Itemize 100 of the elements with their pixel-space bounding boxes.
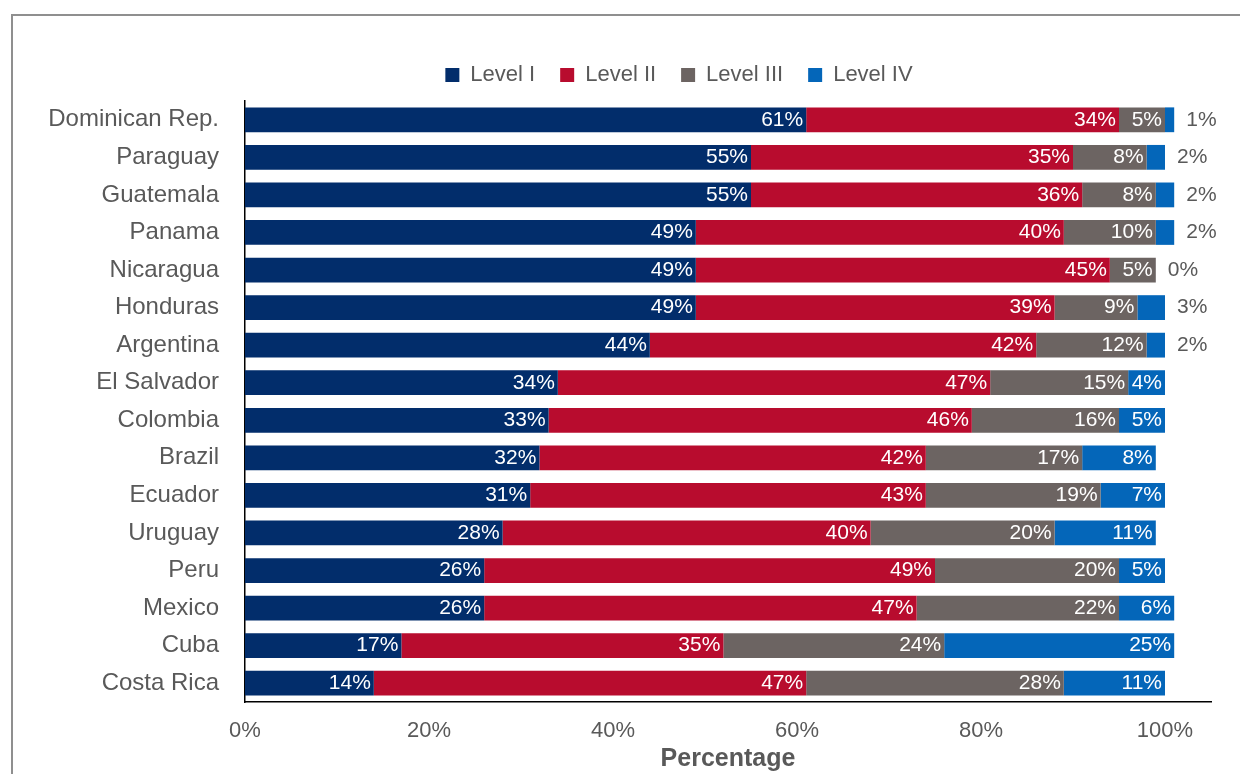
bar bbox=[695, 257, 1110, 283]
bar bbox=[751, 182, 1083, 208]
data-label: 35% bbox=[1027, 144, 1070, 168]
bar bbox=[557, 370, 991, 396]
data-label: 10% bbox=[1110, 219, 1153, 243]
data-label: 14% bbox=[328, 670, 371, 694]
data-label: 44% bbox=[604, 331, 647, 355]
bar bbox=[916, 595, 1119, 621]
data-label: 31% bbox=[485, 482, 528, 506]
data-label: 47% bbox=[871, 594, 914, 618]
data-label: 22% bbox=[1073, 594, 1116, 618]
data-label: 7% bbox=[1131, 482, 1162, 506]
y-tick-label: Ecuador bbox=[129, 480, 220, 508]
data-label: 19% bbox=[1055, 482, 1098, 506]
y-tick-label: Cuba bbox=[161, 630, 220, 658]
bar bbox=[751, 144, 1073, 170]
bar bbox=[530, 483, 926, 508]
bar bbox=[806, 670, 1064, 696]
data-label: 40% bbox=[825, 519, 868, 543]
y-tick-label: Costa Rica bbox=[101, 667, 220, 695]
data-label: 20% bbox=[1073, 557, 1116, 581]
data-label: 39% bbox=[1009, 294, 1052, 318]
bar bbox=[502, 520, 871, 546]
data-label: 5% bbox=[1131, 407, 1162, 431]
bar bbox=[484, 595, 917, 621]
y-tick-label: Colombia bbox=[117, 404, 220, 432]
data-label: 36% bbox=[1037, 181, 1080, 205]
data-label: 32% bbox=[494, 444, 537, 468]
bar bbox=[539, 445, 926, 471]
data-label: 26% bbox=[439, 557, 482, 581]
data-label: 6% bbox=[1140, 594, 1172, 618]
data-label: 2% bbox=[1186, 181, 1217, 205]
data-label: 28% bbox=[1018, 670, 1061, 694]
bar bbox=[401, 633, 724, 659]
data-label: 3% bbox=[1177, 294, 1208, 318]
data-label: 33% bbox=[503, 407, 546, 431]
y-tick-label: Guatemala bbox=[101, 179, 220, 207]
bar bbox=[245, 107, 807, 133]
bar bbox=[245, 407, 549, 433]
data-label: 24% bbox=[899, 632, 942, 656]
data-label: 35% bbox=[678, 632, 721, 656]
bar bbox=[925, 483, 1101, 508]
bar bbox=[245, 633, 402, 659]
x-tick-label: 100% bbox=[1136, 717, 1194, 743]
bar bbox=[695, 220, 1064, 245]
data-label: 9% bbox=[1104, 294, 1135, 318]
y-tick-label: Peru bbox=[168, 555, 219, 583]
x-tick-label: 80% bbox=[958, 717, 1004, 743]
y-tick-label: Dominican Rep. bbox=[48, 104, 219, 132]
data-label: 12% bbox=[1101, 331, 1144, 355]
bar bbox=[1155, 220, 1175, 245]
legend-label: Level III bbox=[706, 61, 784, 87]
data-label: 26% bbox=[439, 594, 482, 618]
bar bbox=[245, 445, 540, 471]
x-tick-label: 20% bbox=[406, 717, 452, 743]
y-tick-label: Honduras bbox=[114, 292, 219, 320]
bar bbox=[245, 483, 531, 508]
data-label: 46% bbox=[926, 407, 969, 431]
x-axis-title: Percentage bbox=[660, 742, 796, 771]
data-label: 16% bbox=[1073, 407, 1116, 431]
data-label: 25% bbox=[1129, 632, 1172, 656]
bar bbox=[245, 182, 751, 208]
data-label: 0% bbox=[1167, 256, 1199, 280]
bar bbox=[245, 670, 374, 696]
data-label: 5% bbox=[1131, 557, 1162, 581]
bar bbox=[649, 332, 1037, 358]
y-tick-label: El Salvador bbox=[96, 367, 219, 395]
bar bbox=[1155, 182, 1175, 208]
bar bbox=[245, 144, 751, 170]
bar bbox=[935, 558, 1119, 583]
bar bbox=[925, 445, 1083, 471]
bar bbox=[245, 332, 650, 358]
y-tick-label: Brazil bbox=[158, 442, 219, 470]
bar bbox=[971, 407, 1119, 433]
x-tick-label: 0% bbox=[229, 717, 261, 743]
y-tick-label: Mexico bbox=[142, 592, 219, 620]
y-tick-label: Nicaragua bbox=[109, 254, 220, 282]
data-label: 2% bbox=[1186, 219, 1217, 243]
data-label: 42% bbox=[880, 444, 923, 468]
y-tick-label: Uruguay bbox=[128, 517, 219, 545]
bar bbox=[1137, 295, 1165, 320]
data-label: 4% bbox=[1131, 369, 1162, 393]
bar bbox=[245, 520, 503, 546]
data-label: 49% bbox=[650, 219, 693, 243]
bar bbox=[806, 107, 1119, 133]
bar bbox=[1063, 670, 1165, 696]
data-label: 49% bbox=[650, 294, 693, 318]
data-label: 15% bbox=[1083, 369, 1126, 393]
data-label: 8% bbox=[1122, 444, 1153, 468]
data-label: 8% bbox=[1122, 181, 1153, 205]
x-tick-label: 60% bbox=[774, 717, 820, 743]
y-tick-label: Paraguay bbox=[116, 141, 219, 169]
bar bbox=[1146, 144, 1165, 170]
data-label: 1% bbox=[1186, 106, 1217, 130]
data-label: 61% bbox=[761, 106, 804, 130]
x-tick-label: 40% bbox=[590, 717, 636, 743]
data-label: 28% bbox=[457, 519, 500, 543]
data-label: 2% bbox=[1177, 144, 1208, 168]
bar bbox=[373, 670, 807, 696]
data-label: 42% bbox=[991, 331, 1034, 355]
